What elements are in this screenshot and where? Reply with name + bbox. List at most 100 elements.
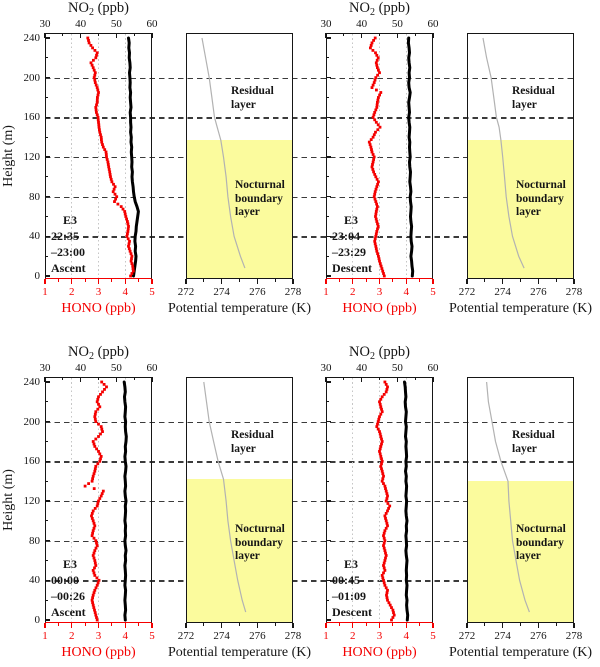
hono-data-point	[124, 215, 128, 218]
hono-data-point	[382, 482, 385, 485]
hono-dotted-gridline-4	[405, 34, 407, 278]
hono-data-point	[379, 91, 383, 94]
hono-data-point	[91, 46, 94, 50]
hono-minor-tick	[392, 279, 394, 282]
no2-minor-tick	[378, 33, 381, 36]
hono-data-point	[91, 519, 95, 523]
hono-data-point	[130, 254, 134, 258]
hono-data-point	[91, 569, 95, 572]
hono-tick-label: 5	[149, 630, 155, 642]
hono-data-point	[87, 39, 90, 42]
hono-data-point	[384, 512, 388, 515]
hono-data-point	[384, 519, 388, 523]
hono-data-point	[383, 549, 387, 552]
theta-panel-3: 272 274 276 278 Potential temperature (K) Res…	[449, 377, 592, 660]
hono-data-point	[97, 91, 100, 94]
hono-data-point	[91, 474, 95, 478]
hono-no2-plot-0	[86, 36, 140, 278]
annotation-line: Ascent	[51, 261, 86, 275]
height-minor-tick	[326, 480, 329, 482]
nocturnal-layer-line: boundary	[516, 192, 564, 205]
hono-data-point	[97, 422, 100, 426]
hono-data-point	[369, 138, 373, 141]
hono-data-point	[95, 51, 99, 55]
hono-data-point	[103, 388, 106, 391]
theta-tick-label: 274	[213, 630, 230, 642]
hono-minor-tick	[84, 623, 86, 626]
theta-major-tick	[502, 623, 504, 628]
annotation-line: –00:26	[51, 589, 85, 603]
height-major-tick	[45, 421, 50, 423]
hono-data-point	[92, 536, 96, 540]
no2-title-subscript: 2	[369, 7, 375, 18]
hono-data-point	[383, 514, 387, 518]
height-major-tick	[45, 540, 50, 542]
hono-data-point	[378, 71, 381, 75]
hono-data-point	[98, 497, 102, 500]
height-major-tick	[45, 275, 50, 277]
annotation-line: 00:45	[332, 573, 360, 587]
hono-data-point	[374, 130, 377, 134]
no2-minor-tick	[97, 33, 100, 36]
hono-minor-tick	[111, 279, 113, 282]
hono-data-point	[374, 234, 378, 238]
annotation-line: Descent	[332, 261, 372, 275]
hono-data-point	[376, 427, 380, 431]
hono-data-point	[93, 507, 97, 510]
hono-data-point	[378, 262, 382, 265]
hono-major-tick	[432, 623, 434, 628]
height-minor-tick	[45, 215, 48, 218]
hono-data-point	[93, 549, 97, 552]
hono-data-point	[377, 417, 381, 421]
no2-title-units: (ppb)	[374, 0, 410, 16]
hono-data-point	[125, 234, 129, 238]
hono-data-point	[130, 262, 134, 265]
hono-data-point	[96, 407, 100, 411]
hono-data-point	[382, 474, 385, 478]
hono-data-point	[377, 96, 380, 99]
hono-data-point	[382, 393, 386, 396]
height-major-tick	[326, 421, 331, 423]
theta-major-tick	[292, 279, 294, 284]
hono-data-point	[374, 217, 378, 221]
hono-data-point	[370, 41, 374, 45]
hono-data-point	[374, 215, 377, 218]
hono-data-point	[380, 442, 383, 446]
hono-data-point	[101, 145, 105, 149]
theta-plot-0	[201, 37, 246, 269]
hono-minor-tick	[338, 623, 340, 626]
theta-major-tick	[502, 279, 504, 284]
hono-data-point	[94, 410, 98, 414]
gridline-dashed-200m	[45, 77, 574, 80]
hono-data-point	[387, 601, 391, 605]
hono-data-point	[373, 237, 377, 241]
hono-data-point	[94, 564, 98, 567]
hono-data-point	[375, 177, 379, 181]
annotation-line: 23:04	[332, 229, 360, 243]
hono-data-point	[96, 115, 100, 119]
hono-data-point	[375, 230, 379, 233]
hono-data-point	[112, 182, 115, 186]
hono-data-point	[371, 83, 375, 87]
no2-tick-label: 30	[320, 18, 332, 30]
theta-series-line	[201, 37, 246, 269]
hono-data-point	[374, 61, 378, 65]
hono-data-point	[379, 464, 383, 468]
hono-data-point	[97, 125, 101, 129]
height-tick-label: 80	[29, 534, 40, 547]
hono-data-point	[383, 559, 387, 562]
theta-major-tick	[221, 623, 223, 628]
hono-data-point	[376, 205, 379, 208]
theta-tick-label: 276	[530, 630, 547, 642]
hono-data-point	[373, 36, 377, 40]
hono-data-point	[374, 187, 378, 191]
no2-title-base: NO	[349, 344, 370, 360]
hono-data-point	[90, 512, 94, 515]
no2-tick-label: 30	[39, 18, 51, 30]
hono-data-point	[384, 556, 387, 560]
hono-data-point	[382, 578, 385, 582]
hono-major-tick	[352, 279, 354, 284]
annotation-line: E3	[63, 557, 78, 571]
hono-data-point	[93, 49, 97, 52]
hono-data-point	[376, 225, 380, 228]
